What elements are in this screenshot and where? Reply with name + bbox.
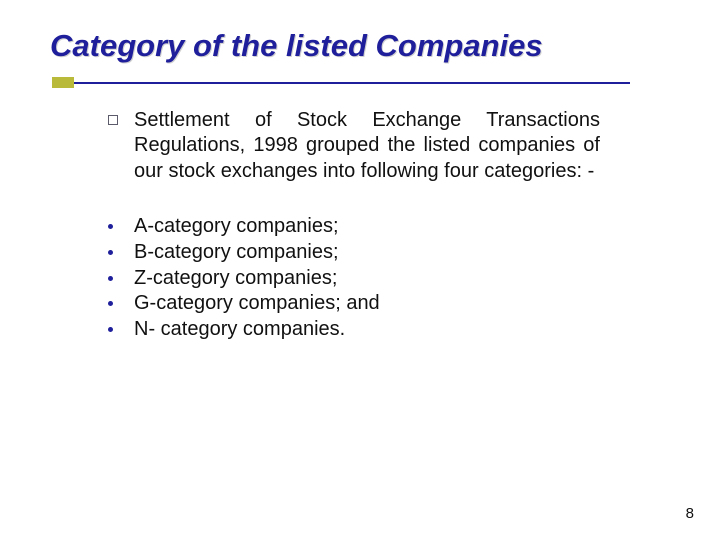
slide: Category of the listed Companies Settlem…	[0, 0, 720, 540]
list-item: B-category companies;	[108, 240, 600, 266]
dot-bullet-icon	[108, 266, 134, 281]
list-item-text: A-category companies;	[134, 214, 600, 240]
title-rule	[52, 82, 630, 84]
page-number: 8	[686, 505, 694, 522]
title-rule-line	[52, 82, 630, 84]
list-item: A-category companies;	[108, 214, 600, 240]
list-item-text: G-category companies; and	[134, 291, 600, 317]
list-item: Z-category companies;	[108, 266, 600, 292]
list-item: G-category companies; and	[108, 291, 600, 317]
title-rule-accent	[52, 77, 74, 88]
list-item-text: B-category companies;	[134, 240, 600, 266]
spacer	[108, 184, 600, 214]
dot-bullet-icon	[108, 291, 134, 306]
slide-title: Category of the listed Companies	[50, 28, 670, 64]
content-area: Settlement of Stock Exchange Transaction…	[50, 108, 670, 343]
dot-bullet-icon	[108, 240, 134, 255]
intro-entry: Settlement of Stock Exchange Transaction…	[108, 108, 600, 185]
square-bullet-icon	[108, 108, 134, 125]
list-item: N- category companies.	[108, 317, 600, 343]
dot-bullet-icon	[108, 214, 134, 229]
intro-text: Settlement of Stock Exchange Transaction…	[134, 108, 600, 185]
list-item-text: N- category companies.	[134, 317, 600, 343]
list-item-text: Z-category companies;	[134, 266, 600, 292]
dot-bullet-icon	[108, 317, 134, 332]
